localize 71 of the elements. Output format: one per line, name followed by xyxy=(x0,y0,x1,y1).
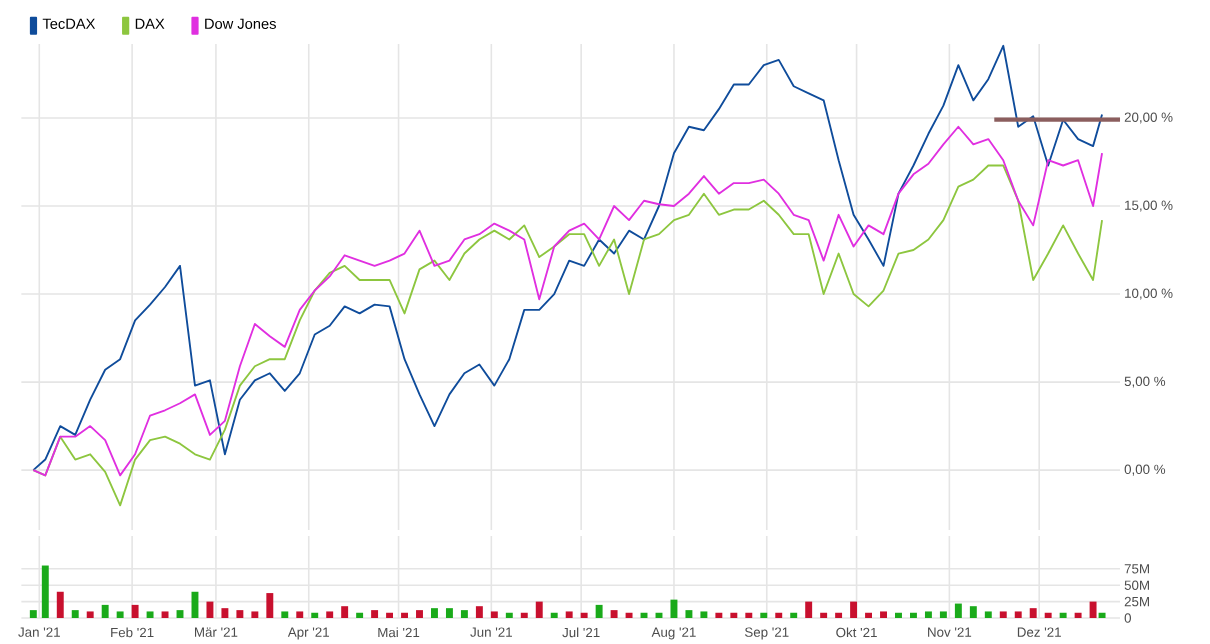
bar xyxy=(281,611,289,618)
bar xyxy=(445,608,453,618)
bar xyxy=(416,610,423,618)
bar xyxy=(850,601,858,618)
bar xyxy=(670,599,678,618)
bar xyxy=(969,606,977,618)
bar xyxy=(685,610,693,618)
bar xyxy=(835,612,843,618)
bar xyxy=(580,612,588,618)
bar xyxy=(984,611,992,618)
bar xyxy=(610,610,618,618)
line-series xyxy=(32,44,1103,472)
bar xyxy=(924,611,932,618)
bar xyxy=(371,610,379,618)
bar xyxy=(131,604,139,618)
bar xyxy=(550,612,558,618)
bar xyxy=(206,601,214,618)
bar xyxy=(236,610,244,618)
bar xyxy=(266,593,274,618)
bar xyxy=(341,606,349,618)
bar xyxy=(475,606,483,618)
bar xyxy=(895,612,902,618)
bar xyxy=(161,611,169,618)
bar xyxy=(41,565,49,618)
bar xyxy=(760,612,768,618)
bar xyxy=(311,612,319,618)
bar xyxy=(1074,612,1082,618)
bar xyxy=(1029,608,1037,618)
bar xyxy=(565,611,573,618)
bar xyxy=(490,611,498,618)
bar xyxy=(880,611,887,618)
bar xyxy=(101,604,109,618)
bar xyxy=(221,608,229,618)
bar xyxy=(700,611,708,618)
bar xyxy=(86,611,94,618)
bar xyxy=(625,612,633,618)
bar xyxy=(386,612,394,618)
bar xyxy=(1059,612,1067,618)
bar xyxy=(954,603,962,618)
bar xyxy=(251,611,259,618)
line-series xyxy=(32,125,1103,477)
bar xyxy=(939,611,947,618)
bar xyxy=(505,612,513,618)
bar xyxy=(296,611,304,618)
bar xyxy=(1089,601,1097,618)
bar xyxy=(431,608,438,618)
bar xyxy=(460,610,468,618)
bar xyxy=(535,601,543,618)
bar xyxy=(146,611,154,618)
bar xyxy=(805,601,813,618)
bar xyxy=(56,591,64,618)
bar xyxy=(1014,611,1022,618)
bar xyxy=(999,611,1007,618)
bar xyxy=(401,612,408,618)
bar xyxy=(1044,612,1052,618)
bar xyxy=(745,612,753,618)
bar xyxy=(595,604,603,618)
bar xyxy=(909,612,917,618)
bar xyxy=(326,611,334,618)
bar xyxy=(715,612,723,618)
bar xyxy=(730,612,738,618)
bar xyxy=(520,612,528,618)
bar xyxy=(865,612,873,618)
bar xyxy=(356,612,364,618)
bar xyxy=(29,610,37,618)
bar xyxy=(71,610,79,618)
bar xyxy=(775,612,783,618)
bar xyxy=(790,612,798,618)
bar xyxy=(820,612,828,618)
bar xyxy=(1098,612,1106,618)
bar xyxy=(116,611,124,618)
